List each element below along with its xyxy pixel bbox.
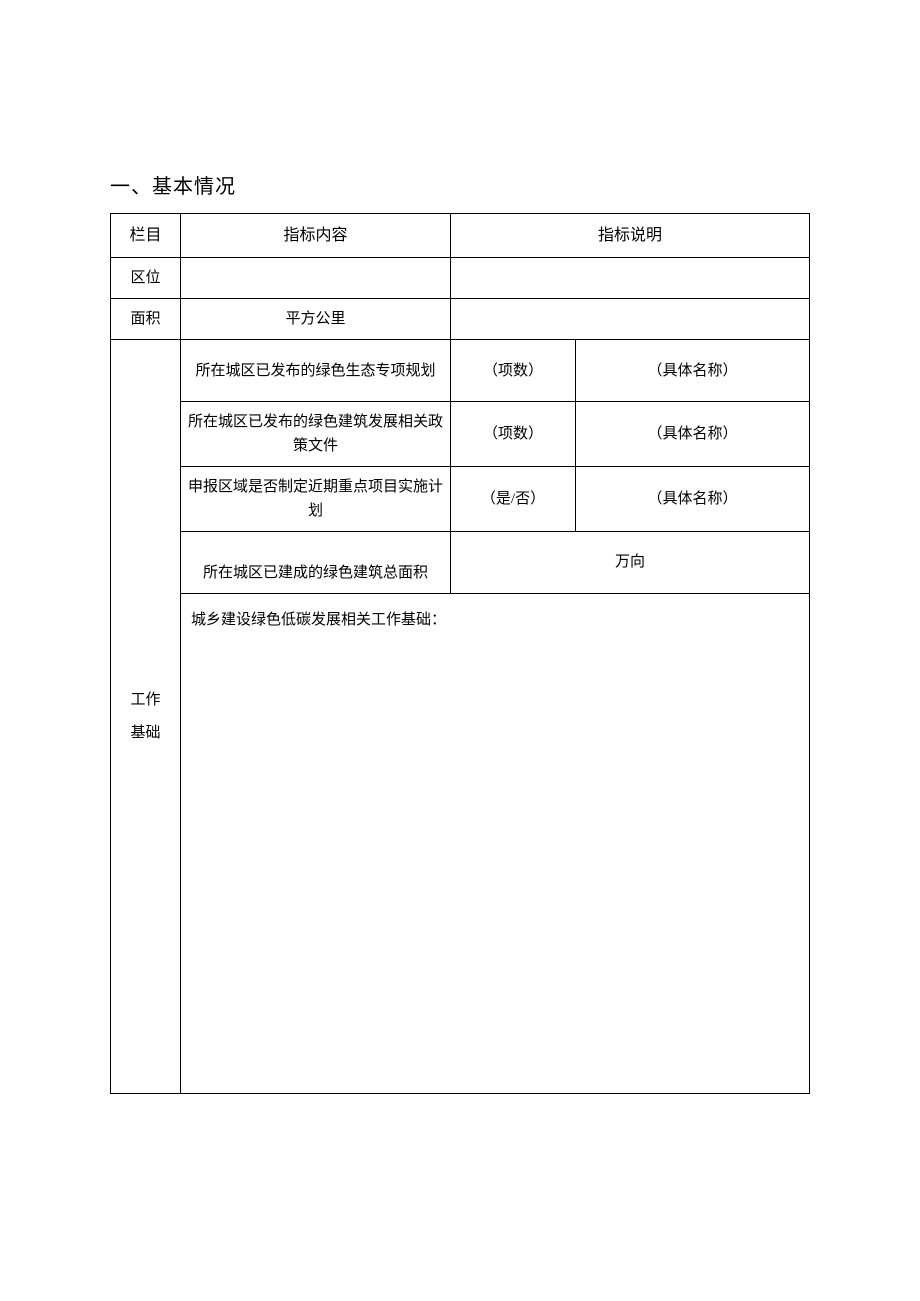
plan-col4: （具体名称） bbox=[576, 340, 810, 402]
section-title: 一、基本情况 bbox=[110, 170, 810, 199]
table-header-row: 栏目 指标内容 指标说明 bbox=[111, 214, 810, 258]
row-project-plan: 申报区域是否制定近期重点项目实施计划 （是/否） （具体名称） bbox=[111, 467, 810, 532]
location-content bbox=[181, 258, 451, 299]
green-area-content: 所在城区已建成的绿色建筑总面积 bbox=[181, 532, 451, 594]
plan-col3: （项数） bbox=[451, 340, 576, 402]
row-policy: 所在城区已发布的绿色建筑发展相关政策文件 （项数） （具体名称） bbox=[111, 402, 810, 467]
policy-col3: （项数） bbox=[451, 402, 576, 467]
work-basis-line2: 基础 bbox=[130, 725, 160, 741]
work-basis-label: 工作 基础 bbox=[111, 340, 181, 1094]
basic-info-table: 栏目 指标内容 指标说明 区位 面积 平方公里 工作 基础 所在城区已发布的绿色… bbox=[110, 213, 810, 1094]
green-area-col34: 万向 bbox=[451, 532, 810, 594]
row-location: 区位 bbox=[111, 258, 810, 299]
policy-content: 所在城区已发布的绿色建筑发展相关政策文件 bbox=[181, 402, 451, 467]
project-plan-col4: （具体名称） bbox=[576, 467, 810, 532]
row-work-basis-text: 城乡建设绿色低碳发展相关工作基础： bbox=[111, 594, 810, 1094]
project-plan-content: 申报区域是否制定近期重点项目实施计划 bbox=[181, 467, 451, 532]
project-plan-col3: （是/否） bbox=[451, 467, 576, 532]
area-content: 平方公里 bbox=[181, 299, 451, 340]
policy-col4: （具体名称） bbox=[576, 402, 810, 467]
row-area: 面积 平方公里 bbox=[111, 299, 810, 340]
header-col34: 指标说明 bbox=[451, 214, 810, 258]
work-basis-text: 城乡建设绿色低碳发展相关工作基础： bbox=[181, 594, 810, 1094]
header-col1: 栏目 bbox=[111, 214, 181, 258]
location-desc bbox=[451, 258, 810, 299]
plan-content: 所在城区已发布的绿色生态专项规划 bbox=[181, 340, 451, 402]
row-green-area: 所在城区已建成的绿色建筑总面积 万向 bbox=[111, 532, 810, 594]
location-label: 区位 bbox=[111, 258, 181, 299]
header-col2: 指标内容 bbox=[181, 214, 451, 258]
area-label: 面积 bbox=[111, 299, 181, 340]
work-basis-line1: 工作 bbox=[130, 692, 160, 708]
row-plan: 工作 基础 所在城区已发布的绿色生态专项规划 （项数） （具体名称） bbox=[111, 340, 810, 402]
area-desc bbox=[451, 299, 810, 340]
